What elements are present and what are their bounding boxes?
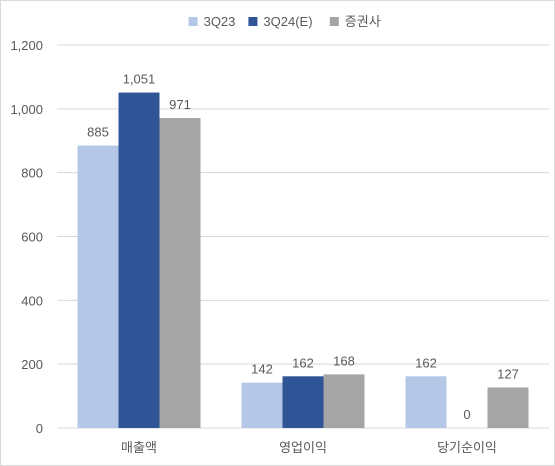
legend-label: 증권사 [345, 14, 381, 29]
x-category-label: 매출액 [121, 440, 157, 455]
data-label: 1,051 [123, 72, 156, 87]
y-tick-label: 1,000 [10, 102, 43, 117]
bar [241, 382, 283, 428]
y-tick-label: 1,200 [10, 38, 43, 53]
legend-label: 3Q24(E) [263, 14, 312, 29]
y-tick-label: 200 [21, 357, 43, 372]
x-category-label: 당기순이익 [437, 440, 497, 455]
data-label: 162 [415, 355, 437, 370]
bar [118, 92, 160, 428]
bar [282, 376, 324, 428]
legend-swatch [248, 17, 258, 26]
data-label: 142 [251, 362, 273, 377]
data-label: 971 [169, 97, 191, 112]
data-label: 168 [333, 353, 355, 368]
bar [487, 387, 529, 428]
bar-layer [77, 92, 529, 428]
y-tick-label: 400 [21, 293, 43, 308]
legend-label: 3Q23 [204, 14, 236, 29]
legend-swatch [329, 17, 339, 26]
bar [159, 118, 201, 428]
bar [323, 374, 365, 428]
y-tick-label: 0 [36, 421, 43, 436]
legend: 3Q23 3Q24(E) 증권사 [188, 14, 381, 29]
legend-swatch [188, 17, 198, 26]
y-tick-label: 800 [21, 166, 43, 181]
bar [405, 376, 447, 428]
data-label: 162 [292, 355, 314, 370]
y-tick-label: 600 [21, 230, 43, 245]
data-label: 885 [87, 125, 109, 140]
data-label: 127 [497, 366, 519, 381]
x-category-label: 영업이익 [279, 440, 327, 455]
label-layer: 0 200 400 600 800 1,000 1,200 885 1,051 971 매출액 142… [10, 38, 518, 455]
bar [77, 145, 119, 428]
data-label: 0 [463, 407, 470, 422]
